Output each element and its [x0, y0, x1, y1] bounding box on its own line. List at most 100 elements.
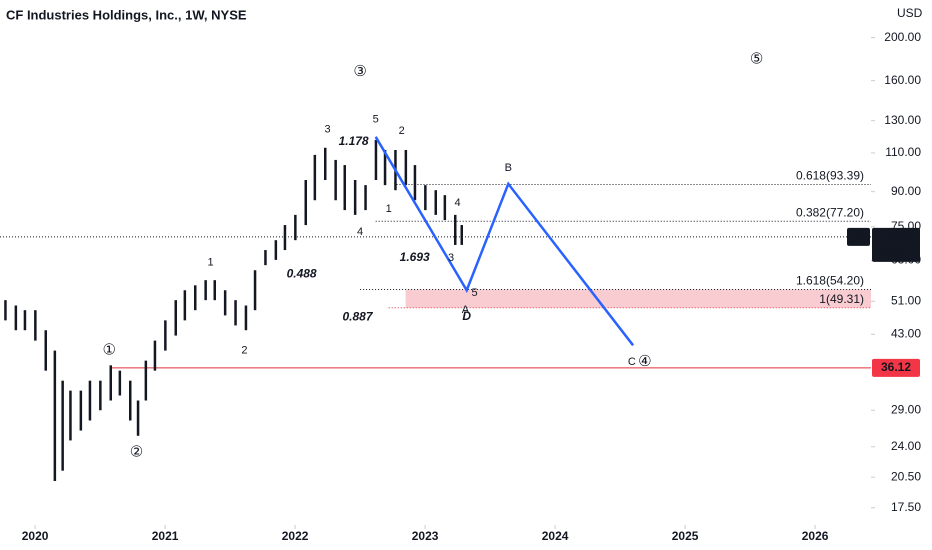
level-badge	[872, 358, 920, 377]
target-zone	[405, 289, 871, 308]
price-bar	[454, 214, 457, 245]
y-tick-label: 20.50	[891, 469, 921, 483]
price-bar	[99, 380, 102, 411]
x-tick-label: 2021	[152, 529, 179, 543]
x-tick-label: 2024	[542, 529, 569, 543]
price-bar	[283, 225, 287, 251]
price-bar	[253, 270, 257, 311]
annotation: 4	[455, 197, 461, 209]
annotation: 3	[448, 252, 454, 264]
level-badge-label: 36.12	[881, 360, 911, 374]
level-label: 1(49.31)	[819, 292, 864, 306]
price-bar	[324, 147, 327, 181]
price-bar	[413, 165, 417, 201]
price-bar	[109, 365, 112, 401]
price-bar	[334, 159, 337, 201]
annotation: ④	[638, 353, 651, 370]
annotation: A	[462, 304, 470, 316]
price-bar	[23, 310, 27, 331]
level-label: 1.618(54.20)	[796, 274, 864, 288]
x-tick-label: 2023	[412, 529, 439, 543]
price-bar	[136, 400, 140, 436]
y-tick-label: 17.50	[891, 500, 921, 514]
annotation: 5	[471, 287, 477, 299]
price-bar	[304, 180, 307, 226]
price-bar	[213, 280, 216, 301]
symbol-badge	[847, 227, 870, 246]
x-tick-label: 2020	[22, 529, 49, 543]
price-bar	[61, 380, 64, 471]
countdown-label: 4d 3h	[881, 244, 911, 258]
annotation: ②	[130, 443, 143, 460]
price-bar	[183, 290, 187, 321]
x-tick-label: 2025	[672, 529, 699, 543]
annotation: 1	[208, 256, 214, 268]
y-tick-label: 110.00	[885, 145, 921, 159]
price-bar	[343, 165, 346, 211]
annotation: 2	[399, 125, 405, 137]
price-bar	[34, 310, 37, 341]
price-bar	[244, 305, 248, 331]
price-bar	[374, 139, 378, 181]
annotation: B	[505, 162, 512, 174]
price-bar	[204, 280, 207, 301]
price-bar	[234, 300, 237, 326]
currency-label: USD	[897, 6, 923, 20]
annotation: 5	[373, 114, 379, 126]
x-tick-label: 2026	[802, 529, 829, 543]
price-bar	[118, 370, 122, 396]
y-tick-label: 160.00	[884, 73, 921, 87]
annotation: C	[628, 356, 636, 368]
price-bar	[79, 390, 83, 431]
price-bar	[44, 330, 47, 371]
annotation: 1.178	[339, 134, 369, 148]
price-label: 71.19	[881, 229, 911, 243]
price-bar	[223, 290, 227, 316]
price-bar	[364, 185, 367, 211]
price-badge	[872, 227, 920, 262]
price-bar	[69, 390, 72, 441]
y-tick-label: 200.00	[884, 30, 921, 44]
annotation: 2	[241, 345, 247, 357]
annotation: 1.693	[400, 250, 430, 264]
price-bar	[88, 380, 92, 421]
annotation: 3	[325, 124, 331, 136]
price-bar	[194, 285, 197, 311]
symbol-label: CF	[850, 229, 866, 243]
y-tick-label: 43.00	[891, 326, 921, 340]
price-bar	[274, 240, 278, 260]
price-bar	[129, 380, 132, 421]
y-tick-label: 90.00	[891, 184, 921, 198]
price-bar	[174, 300, 177, 336]
price-bar	[424, 185, 427, 211]
price-bar	[353, 180, 357, 215]
annotation: 0.488	[287, 266, 317, 280]
price-bar	[164, 320, 167, 351]
annotation: D	[462, 309, 471, 323]
annotation: ①	[102, 342, 115, 359]
y-tick-label: 130.00	[884, 113, 921, 127]
price-bar	[383, 149, 387, 186]
price-bar	[294, 214, 297, 241]
price-bar	[443, 195, 447, 221]
annotation: ⑤	[750, 51, 763, 68]
annotation: 4	[357, 226, 363, 238]
y-tick-label: 51.00	[891, 293, 921, 307]
price-bar	[153, 340, 157, 371]
annotation: ③	[353, 63, 366, 80]
y-tick-label: 24.00	[891, 439, 921, 453]
annotation: 1	[386, 203, 392, 215]
wave-projection	[374, 136, 635, 347]
y-tick-label: 29.00	[891, 402, 921, 416]
price-bar	[53, 350, 57, 481]
price-bar	[313, 154, 317, 201]
annotation: 0.887	[342, 310, 373, 324]
x-tick-label: 2022	[282, 529, 309, 543]
level-label: 0.382(77.20)	[796, 205, 864, 219]
price-bar	[434, 190, 437, 215]
chart-title: CF Industries Holdings, Inc., 1W, NYSE	[6, 7, 247, 22]
price-bar	[404, 149, 408, 186]
price-bar	[264, 250, 267, 266]
price-bar	[144, 360, 148, 401]
